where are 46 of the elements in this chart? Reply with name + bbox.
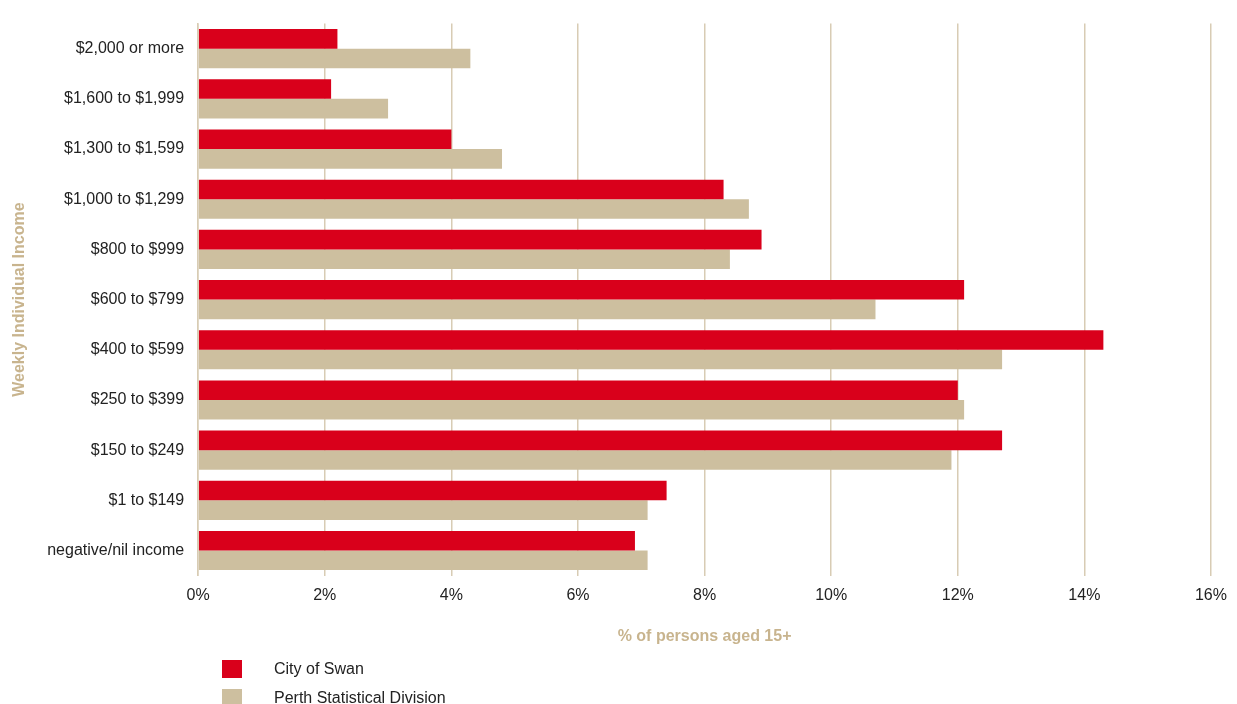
- y-axis-title: Weekly Individual Income: [10, 202, 28, 397]
- bar: [198, 330, 1104, 350]
- y-tick-label: $1 to $149: [108, 490, 185, 508]
- x-tick-label: 12%: [941, 585, 974, 603]
- bar: [198, 450, 952, 470]
- bar: [198, 550, 648, 571]
- x-axis-title: % of persons aged 15+: [617, 626, 792, 644]
- x-tick-label: 4%: [439, 585, 463, 603]
- x-tick-label: 0%: [186, 585, 210, 603]
- bar: [198, 530, 635, 551]
- y-tick-label: $800 to $999: [90, 239, 185, 257]
- bar: [198, 280, 965, 300]
- bar: [198, 399, 965, 420]
- bar: [198, 480, 667, 501]
- y-tick-label: $1,600 to $1,999: [64, 89, 185, 107]
- bar: [198, 29, 338, 49]
- bar: [198, 48, 471, 69]
- bar: [198, 430, 1003, 451]
- x-tick-label: 2%: [313, 585, 337, 603]
- bar: [198, 249, 730, 269]
- bar: [198, 129, 452, 150]
- y-tick-label: $250 to $399: [90, 390, 185, 408]
- bar: [198, 380, 958, 400]
- x-tick-label: 16%: [1194, 585, 1227, 603]
- x-tick-label: 6%: [566, 585, 590, 603]
- y-tick-label: $1,000 to $1,299: [64, 189, 185, 207]
- y-tick-label: $1,300 to $1,599: [64, 139, 185, 157]
- bar: [198, 79, 332, 99]
- y-tick-label: $400 to $599: [90, 340, 185, 358]
- x-tick-label: 8%: [693, 585, 717, 603]
- legend-label: Perth Statistical Division: [274, 688, 446, 704]
- y-tick-label: negative/nil income: [47, 540, 185, 558]
- bar: [198, 349, 1003, 370]
- bar: [198, 179, 724, 200]
- x-tick-label: 10%: [815, 585, 848, 603]
- bar: [198, 299, 876, 320]
- bar: [198, 199, 749, 219]
- y-tick-label: $600 to $799: [90, 290, 185, 308]
- bar: [198, 500, 648, 520]
- legend-label: City of Swan: [274, 659, 364, 678]
- y-tick-label: $2,000 or more: [75, 39, 185, 57]
- bar: [198, 98, 389, 119]
- x-tick-label: 14%: [1068, 585, 1101, 603]
- bar: [198, 149, 503, 169]
- y-tick-label: $150 to $249: [90, 440, 185, 458]
- bar: [198, 229, 762, 250]
